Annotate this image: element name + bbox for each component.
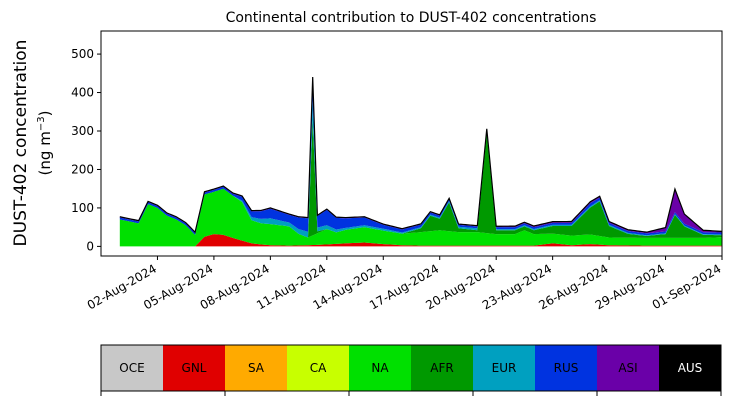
legend-frame bbox=[100, 344, 722, 392]
y-axis-label-units: (ng m−3) bbox=[36, 111, 54, 176]
y-axis: 0 100 200 300 400 500 bbox=[71, 47, 101, 253]
legend-swatch-rus bbox=[535, 345, 597, 391]
legend-swatch-eur bbox=[473, 345, 535, 391]
legend-label-eur: EUR bbox=[492, 361, 517, 375]
legend-swatch-afr bbox=[411, 345, 473, 391]
y-axis-label: DUST-402 concentration bbox=[11, 40, 31, 247]
x-axis: 02-Aug-202405-Aug-202408-Aug-202411-Aug-… bbox=[85, 256, 724, 312]
total-line bbox=[119, 76, 723, 234]
legend-swatch-sa bbox=[225, 345, 287, 391]
legend-swatch-ca bbox=[287, 345, 349, 391]
y-axis-units-suffix: ) bbox=[36, 111, 54, 117]
legend-label-asi: ASI bbox=[618, 361, 637, 375]
legend: OCE GNL SA CA NA AFR EUR RUS ASI AUS bbox=[100, 344, 722, 396]
legend-swatch-na bbox=[349, 345, 411, 391]
y-axis-units-prefix: (ng m bbox=[36, 131, 54, 175]
legend-label-aus: AUS bbox=[678, 361, 703, 375]
y-tick-label-100: 100 bbox=[71, 201, 94, 215]
total-line-group bbox=[119, 76, 723, 234]
legend-label-gnl: GNL bbox=[182, 361, 207, 375]
y-tick-label-400: 400 bbox=[71, 86, 94, 100]
y-tick-label-200: 200 bbox=[71, 162, 94, 176]
legend-swatch-oce bbox=[101, 345, 163, 391]
legend-label-rus: RUS bbox=[554, 361, 579, 375]
y-tick-label-300: 300 bbox=[71, 124, 94, 138]
legend-label-oce: OCE bbox=[119, 361, 144, 375]
area-gnl bbox=[119, 234, 722, 247]
y-tick-label-0: 0 bbox=[86, 239, 94, 253]
legend-swatch-gnl bbox=[163, 345, 225, 391]
legend-label-ca: CA bbox=[310, 361, 327, 375]
stacked-areas bbox=[119, 76, 722, 247]
plot-frame bbox=[100, 30, 723, 257]
y-axis-label-line1: DUST-402 concentration bbox=[11, 40, 31, 247]
area-na bbox=[119, 188, 722, 247]
y-axis-units-superscript: −3 bbox=[36, 116, 47, 131]
legend-label-sa: SA bbox=[248, 361, 265, 375]
legend-label-afr: AFR bbox=[430, 361, 453, 375]
chart-title: Continental contribution to DUST-402 con… bbox=[226, 10, 597, 26]
y-tick-label-500: 500 bbox=[71, 47, 94, 61]
legend-label-na: NA bbox=[371, 361, 389, 375]
legend-swatch-aus bbox=[659, 345, 721, 391]
legend-swatch-asi bbox=[597, 345, 659, 391]
